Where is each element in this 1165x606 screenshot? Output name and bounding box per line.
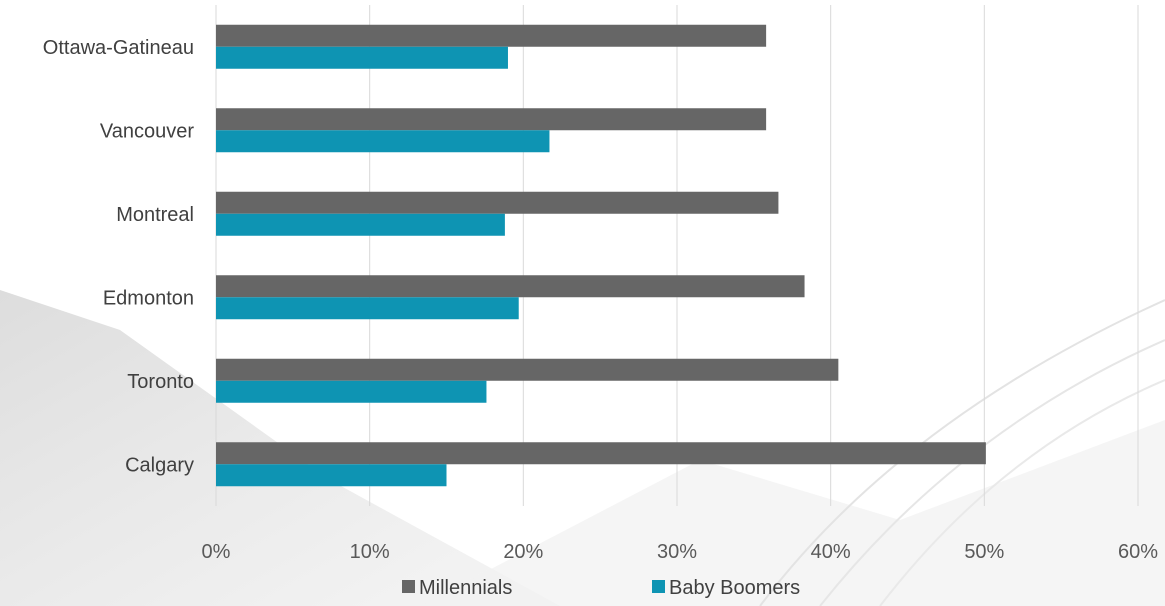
bar-millennials (216, 442, 986, 465)
legend-swatch (402, 580, 415, 593)
category-label: Calgary (125, 454, 194, 476)
bar-millennials (216, 108, 767, 131)
x-tick-label: 0% (202, 541, 231, 563)
x-tick-label: 50% (964, 541, 1004, 563)
legend: Millennials Baby Boomers (402, 577, 800, 599)
category-label: Montreal (116, 204, 194, 226)
x-tick-label: 20% (503, 541, 543, 563)
bar-millennials (216, 358, 839, 381)
x-tick-labels: 0% 10% 20% 30% 40% 50% 60% (202, 541, 1159, 563)
gridlines (215, 5, 1139, 506)
category-labels: Ottawa-Gatineau Vancouver Montreal Edmonton… (43, 37, 195, 477)
legend-swatch (652, 580, 665, 593)
bar-baby-boomers (216, 46, 508, 69)
bar-millennials (216, 24, 767, 47)
x-tick-label: 10% (350, 541, 390, 563)
bar-millennials (216, 191, 779, 214)
bars (216, 24, 986, 487)
bar-baby-boomers (216, 380, 487, 403)
category-label: Edmonton (103, 287, 194, 309)
category-label: Ottawa-Gatineau (43, 37, 194, 59)
legend-label: Baby Boomers (669, 577, 800, 599)
x-tick-label: 40% (811, 541, 851, 563)
x-tick-label: 30% (657, 541, 697, 563)
bar-baby-boomers (216, 464, 447, 487)
bar-baby-boomers (216, 130, 550, 153)
category-label: Toronto (127, 371, 194, 393)
bar-baby-boomers (216, 297, 519, 320)
legend-label: Millennials (419, 577, 512, 599)
x-tick-label: 60% (1118, 541, 1158, 563)
bar-baby-boomers (216, 213, 505, 236)
bar-millennials (216, 275, 805, 298)
category-label: Vancouver (100, 120, 194, 142)
